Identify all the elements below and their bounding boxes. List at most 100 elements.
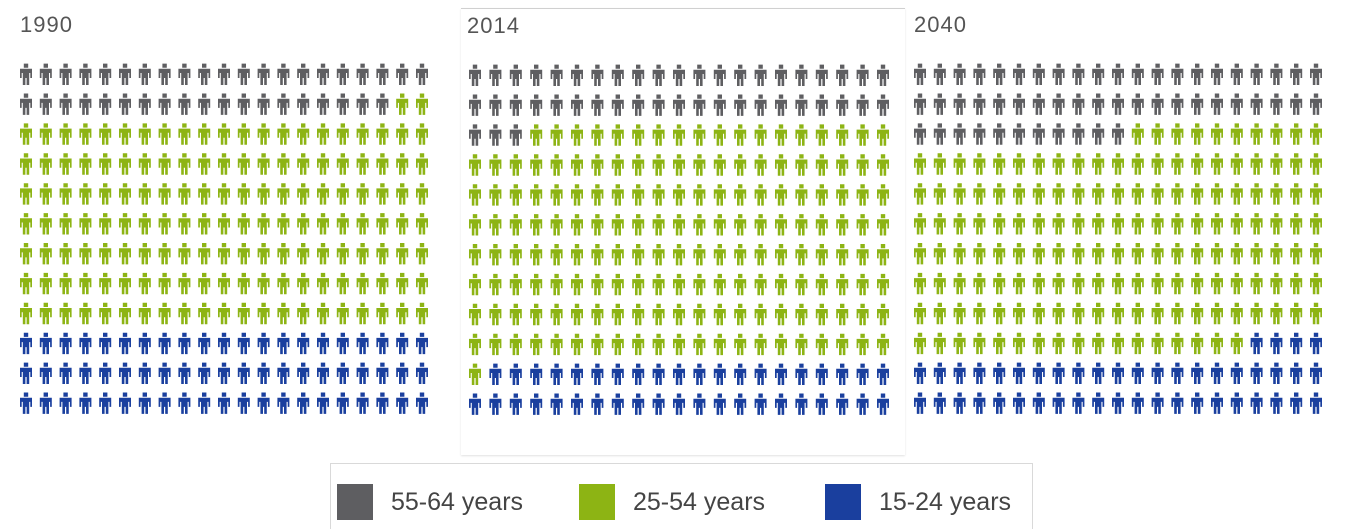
person-icon bbox=[1092, 302, 1105, 325]
person-icon bbox=[376, 243, 389, 265]
person-icon bbox=[1052, 392, 1065, 414]
person-icon bbox=[317, 123, 329, 145]
person-icon bbox=[138, 243, 151, 265]
person-icon bbox=[1310, 213, 1322, 235]
person-icon bbox=[317, 243, 329, 265]
person-icon bbox=[1131, 332, 1144, 355]
person-icon bbox=[509, 124, 522, 146]
person-icon bbox=[815, 244, 828, 266]
person-icon bbox=[218, 183, 230, 205]
person-icon bbox=[611, 363, 624, 385]
person-icon bbox=[713, 303, 726, 326]
person-icon bbox=[652, 273, 665, 296]
person-icon bbox=[1013, 183, 1025, 205]
person-icon bbox=[856, 363, 869, 385]
person-icon bbox=[59, 213, 72, 235]
person-icon bbox=[1092, 392, 1105, 414]
person-icon bbox=[376, 332, 389, 355]
person-icon bbox=[632, 363, 645, 385]
person-icon bbox=[1230, 392, 1243, 414]
person-icon bbox=[99, 93, 112, 115]
person-icon bbox=[530, 124, 543, 146]
person-icon bbox=[178, 93, 191, 115]
person-icon bbox=[652, 363, 665, 385]
person-icon bbox=[734, 184, 747, 206]
person-icon bbox=[1072, 123, 1085, 145]
person-icon bbox=[1112, 332, 1124, 355]
person-icon bbox=[1270, 243, 1283, 265]
person-icon bbox=[509, 94, 522, 116]
person-icon bbox=[713, 244, 726, 266]
person-icon bbox=[856, 184, 869, 206]
person-icon bbox=[1013, 123, 1025, 145]
person-icon bbox=[632, 154, 645, 176]
person-icon bbox=[489, 333, 502, 356]
person-icon bbox=[20, 362, 32, 384]
person-icon bbox=[39, 362, 52, 384]
person-icon bbox=[218, 243, 230, 265]
person-icon bbox=[652, 333, 665, 356]
person-icon bbox=[775, 64, 787, 86]
person-icon bbox=[914, 272, 926, 295]
person-icon bbox=[693, 214, 706, 236]
person-icon bbox=[297, 272, 310, 295]
person-icon bbox=[914, 153, 926, 175]
person-icon bbox=[1250, 183, 1263, 205]
person-icon bbox=[158, 272, 171, 295]
person-icon bbox=[734, 94, 747, 116]
person-icon bbox=[489, 393, 502, 415]
person-icon bbox=[138, 392, 151, 414]
person-icon bbox=[99, 362, 112, 384]
person-icon bbox=[489, 303, 502, 326]
person-icon bbox=[469, 154, 481, 176]
person-icon bbox=[673, 393, 685, 415]
person-icon bbox=[1032, 93, 1045, 115]
person-icon bbox=[632, 184, 645, 206]
person-icon bbox=[815, 94, 828, 116]
person-icon bbox=[59, 362, 72, 384]
person-icon bbox=[317, 153, 329, 175]
person-icon bbox=[416, 153, 428, 175]
person-icon bbox=[178, 183, 191, 205]
person-icon bbox=[1270, 123, 1283, 145]
person-icon bbox=[1171, 272, 1184, 295]
person-icon bbox=[1151, 272, 1164, 295]
person-icon bbox=[734, 64, 747, 86]
person-icon bbox=[713, 124, 726, 146]
person-icon bbox=[775, 184, 787, 206]
person-icon bbox=[297, 183, 310, 205]
person-icon bbox=[218, 302, 230, 325]
person-icon bbox=[218, 362, 230, 384]
person-icon bbox=[611, 214, 624, 236]
person-icon bbox=[356, 153, 369, 175]
person-icon bbox=[218, 272, 230, 295]
person-icon bbox=[775, 94, 787, 116]
person-icon bbox=[795, 363, 808, 385]
person-icon bbox=[1211, 63, 1223, 85]
person-icon bbox=[815, 124, 828, 146]
person-icon bbox=[376, 213, 389, 235]
person-icon bbox=[158, 123, 171, 145]
person-icon bbox=[237, 63, 250, 85]
person-icon bbox=[99, 243, 112, 265]
person-icon bbox=[1151, 392, 1164, 414]
person-icon bbox=[198, 243, 211, 265]
person-icon bbox=[237, 302, 250, 325]
person-icon bbox=[530, 214, 543, 236]
person-icon bbox=[1211, 93, 1223, 115]
person-icon bbox=[1131, 63, 1144, 85]
person-icon bbox=[632, 273, 645, 296]
person-icon bbox=[1171, 332, 1184, 355]
person-icon bbox=[914, 93, 926, 115]
person-icon bbox=[1230, 63, 1243, 85]
person-icon bbox=[754, 273, 767, 296]
person-icon bbox=[218, 123, 230, 145]
person-icon bbox=[396, 213, 409, 235]
person-icon bbox=[591, 244, 604, 266]
person-icon bbox=[218, 392, 230, 414]
person-icon bbox=[1112, 213, 1124, 235]
person-icon bbox=[489, 154, 502, 176]
person-icon bbox=[336, 272, 349, 295]
person-icon bbox=[914, 63, 926, 85]
person-icon bbox=[713, 214, 726, 236]
